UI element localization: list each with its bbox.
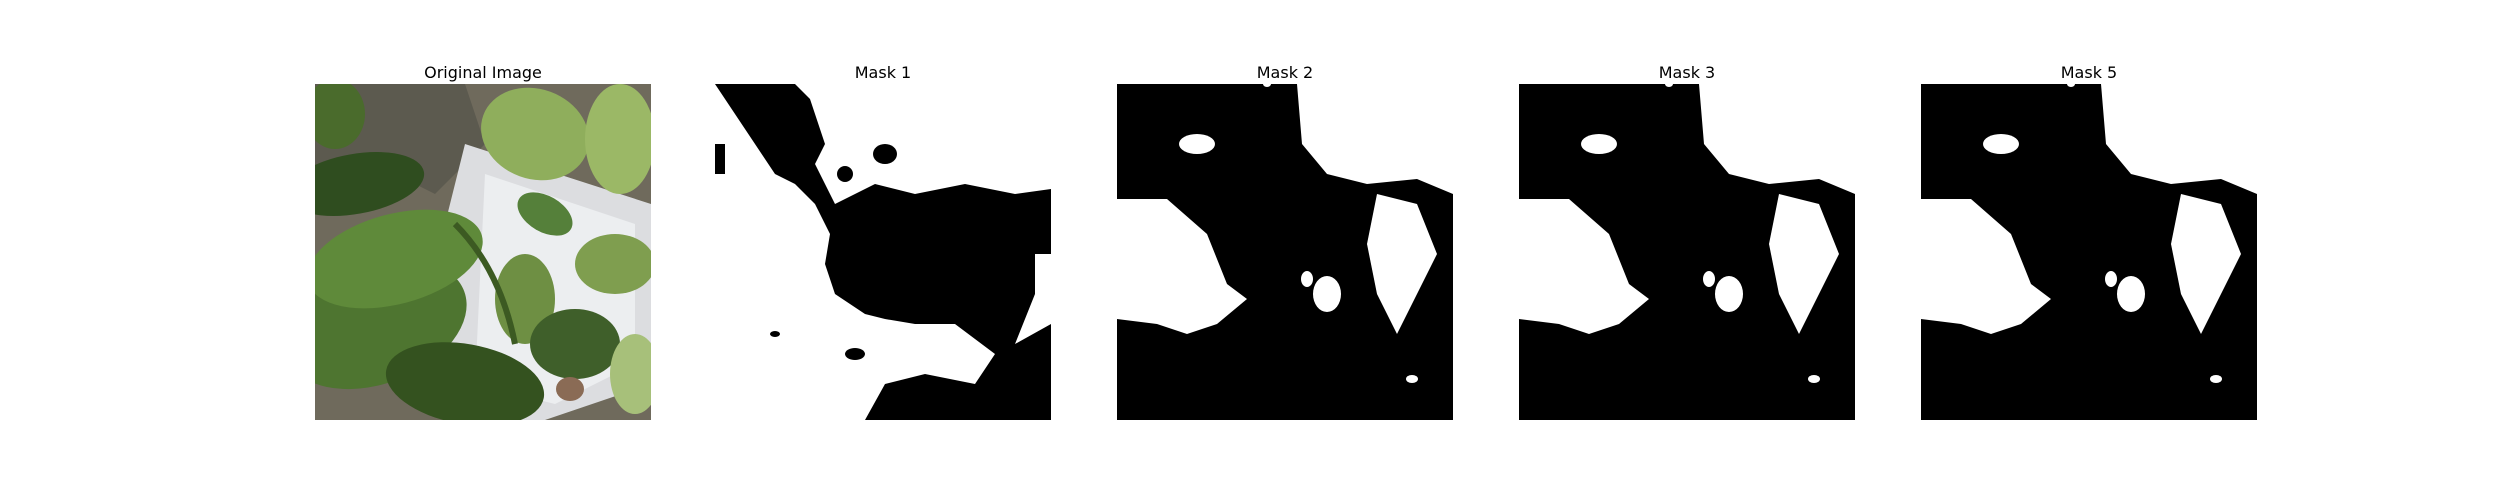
panel-mask-5: Mask 5 <box>1919 62 2259 420</box>
mask-1 <box>715 84 1051 420</box>
mask-image <box>715 84 1051 420</box>
panel-mask-3: Mask 3 <box>1517 62 1857 420</box>
panel-title: Mask 2 <box>1256 63 1314 82</box>
original-image <box>315 84 651 420</box>
plant-photo <box>315 84 651 420</box>
panel-title: Original Image <box>424 63 542 82</box>
mask-3 <box>1519 84 1855 420</box>
panel-title: Mask 5 <box>2060 63 2118 82</box>
panel-title: Mask 1 <box>854 63 912 82</box>
panel-title: Mask 3 <box>1658 63 1716 82</box>
mask-2 <box>1117 84 1453 420</box>
mask-image <box>1519 84 1855 420</box>
panel-mask-1: Mask 1 <box>713 62 1053 420</box>
panel-original-image: Original Image <box>313 62 653 420</box>
mask-image <box>1921 84 2257 420</box>
panel-mask-2: Mask 2 <box>1115 62 1455 420</box>
mask-image <box>1117 84 1453 420</box>
mask-5 <box>1921 84 2257 420</box>
